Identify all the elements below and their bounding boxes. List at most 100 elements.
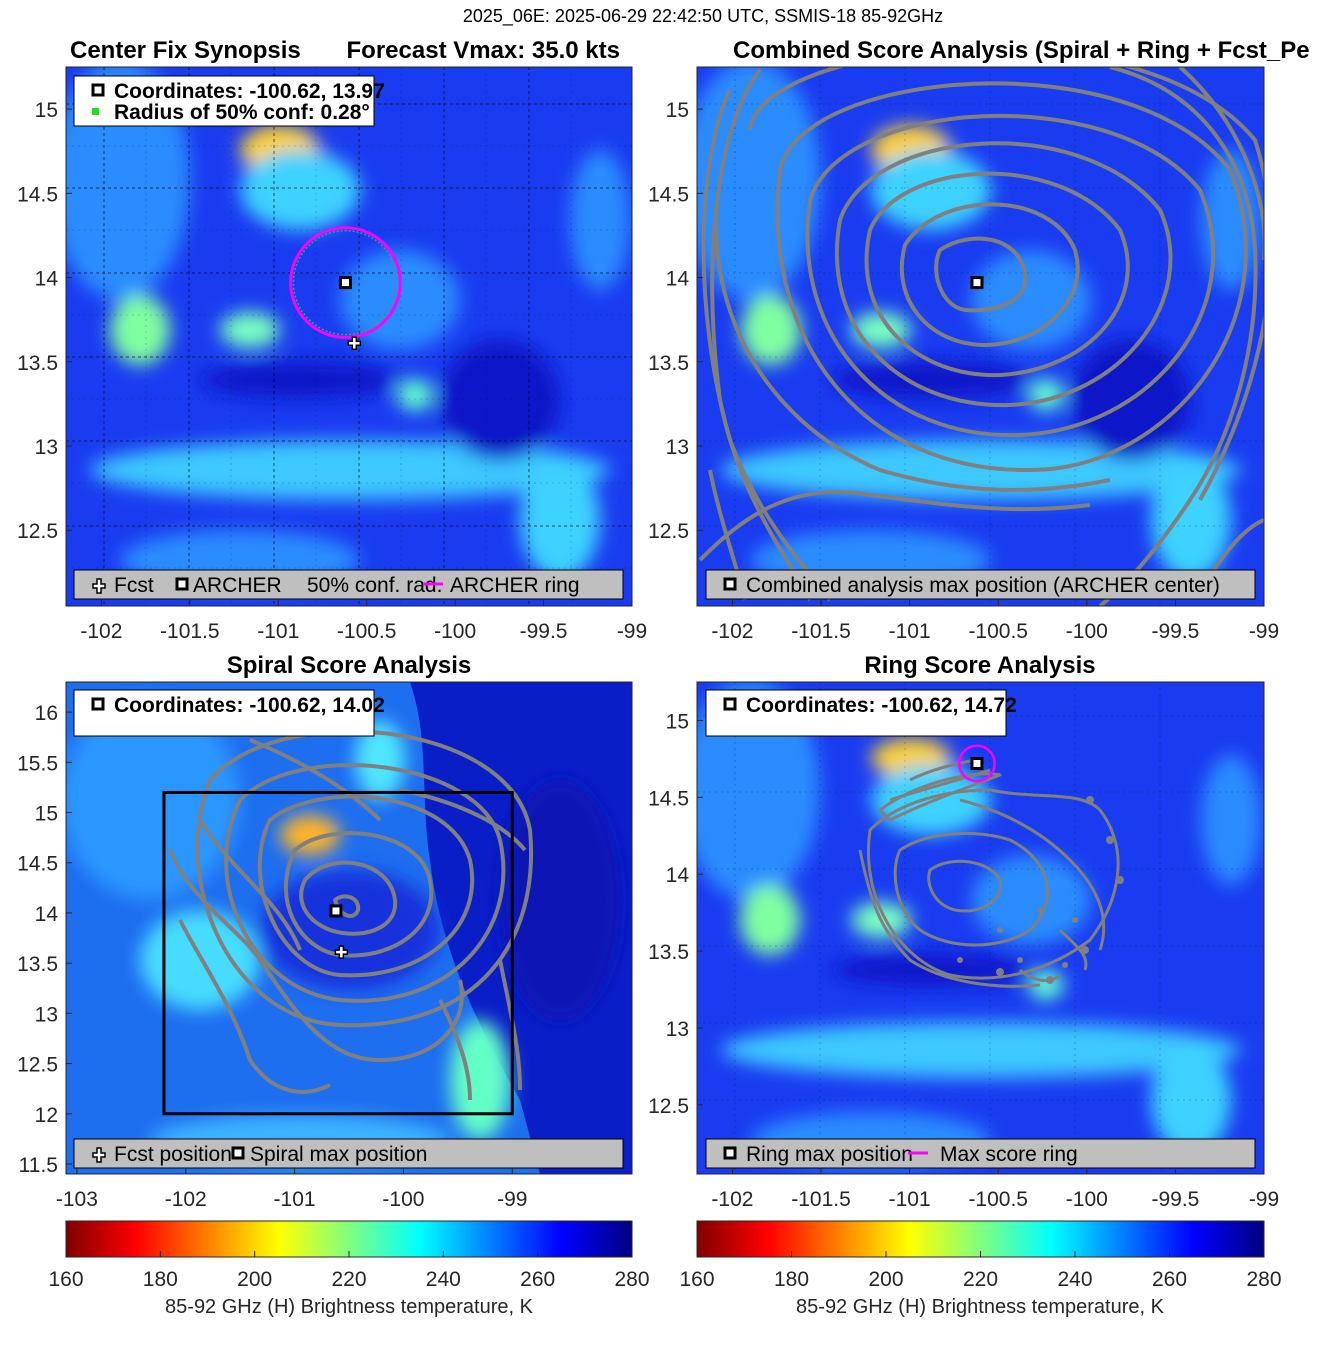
colorbar-tick-label: 240 [426,1268,461,1291]
x-tick-label: -99 [1249,1188,1279,1211]
x-tick-label: -102 [80,620,122,643]
panel-b-title: Combined Score Analysis (Spiral + Ring +… [733,37,1310,64]
x-tick-label: -100.5 [968,1188,1028,1211]
colorbar-tick-label: 280 [1246,1268,1281,1291]
panel-center-fix: Center Fix Synopsis Forecast Vmax: 35.0 … [17,37,647,643]
legend-spiral-max: Spiral max position [250,1143,427,1166]
legend-square-icon [723,577,737,591]
center-square-icon [970,276,984,290]
legend-max-score-ring: Max score ring [940,1143,1078,1166]
panel-b-heatmap [697,67,1264,606]
y-tick-label: 13 [666,436,689,459]
archer-ring [289,226,402,339]
x-tick-label: -103 [56,1188,98,1211]
x-tick-label: -101.5 [791,1188,851,1211]
panel-combined: Combined Score Analysis (Spiral + Ring +… [648,37,1310,643]
y-tick-label: 11.5 [19,1154,58,1177]
forecast-plus-icon [334,945,349,959]
legend-fcst: Fcst [114,574,154,597]
y-tick-label: 12.5 [17,1054,58,1077]
legend-square-icon [723,1146,737,1160]
x-tick-label: -100.5 [337,620,397,643]
colorbar-right-label: 85-92 GHz (H) Brightness temperature, K [796,1296,1165,1318]
x-tick-label: -102 [711,1188,753,1211]
x-tick-label: -100.5 [968,620,1028,643]
legend-ring-max: Ring max position [746,1143,913,1166]
max-score-ring [957,744,996,783]
panel-d-heatmap [697,682,1264,1174]
x-tick-label: -99.5 [520,620,568,643]
center-square-icon [970,756,984,770]
panel-a-x-axis: -102 -101.5 -101 -100.5 -100 -99.5 -99 [80,600,647,643]
panel-d-y-axis: 12.5 13 13.5 14 14.5 15 [648,710,703,1118]
colorbar-tick-label: 240 [1057,1268,1092,1291]
colorbar-tick-label: 200 [868,1268,903,1291]
x-tick-label: -102 [711,620,753,643]
confidence-radius-circle [292,229,399,336]
y-tick-label: 12.5 [17,520,58,543]
panel-d-info-box: Coordinates: -100.62, 14.72 [705,689,1017,737]
y-tick-label: 12 [35,1104,58,1127]
panel-c-coordinates: Coordinates: -100.62, 14.02 [114,694,385,717]
panel-c-legend: Fcst position Spiral max position [73,1138,624,1169]
y-tick-label: 13 [35,436,58,459]
y-tick-label: 14.5 [17,853,58,876]
panel-c-x-axis: -103 -102 -101 -100 -99 [56,1168,527,1211]
combined-max-marker [970,276,984,290]
panel-a-y-axis: 12.5 13 13.5 14 14.5 15 [17,99,72,543]
x-tick-label: -101.5 [791,620,851,643]
panel-a-info-box: Coordinates: -100.62, 13.97 Radius of 50… [73,75,385,127]
colorbar-tick-label: 220 [331,1268,366,1291]
y-tick-label: 14.5 [648,183,689,206]
colorbar-tick-label: 280 [614,1268,649,1291]
x-tick-label: -101 [274,1188,316,1211]
y-tick-label: 15 [666,710,689,733]
y-tick-label: 15.5 [17,752,58,775]
y-tick-label: 13.5 [17,953,58,976]
x-tick-label: -99.5 [1151,620,1199,643]
panel-ring: Ring Score Analysis [648,652,1279,1211]
colorbar-tick-label: 260 [520,1268,555,1291]
y-tick-label: 14 [35,268,59,291]
colorbar-tick-label: 160 [679,1268,714,1291]
legend-archer-ring: ARCHER ring [450,574,580,597]
combined-contours [698,67,1264,606]
colorbar-right-ticks: 160 180 200 220 240 260 280 [679,1251,1282,1291]
x-tick-label: -101.5 [160,620,220,643]
x-tick-label: -99 [1249,620,1279,643]
panel-d-title: Ring Score Analysis [864,652,1095,679]
x-tick-label: -100 [1066,1188,1108,1211]
colorbar-left-label: 85-92 GHz (H) Brightness temperature, K [165,1296,534,1318]
legend-plus-icon [92,1147,106,1163]
x-tick-label: -100 [1066,620,1108,643]
panel-a-vmax: Forecast Vmax: 35.0 kts [347,37,620,64]
legend-plus-icon [92,578,106,594]
colorbar-tick-label: 160 [48,1268,83,1291]
colorbar-tick-label: 180 [774,1268,809,1291]
spiral-max-marker [329,904,343,918]
panel-a-coordinates: Coordinates: -100.62, 13.97 [114,80,385,103]
colorbar-tick-label: 180 [143,1268,178,1291]
panel-d-legend: Ring max position Max score ring [705,1138,1256,1169]
panel-b-x-axis: -102 -101.5 -101 -100.5 -100 -99.5 -99 [711,600,1279,643]
y-tick-label: 13.5 [648,941,689,964]
x-tick-label: -101 [889,1188,931,1211]
colorbar-right: 160 180 200 220 240 260 280 85-92 GHz (H) Brig… [679,1220,1282,1318]
ring-max-marker [970,756,984,770]
forecast-position-marker [347,336,362,350]
panel-b-legend: Combined analysis max position (ARCHER c… [705,569,1256,600]
figure-title: 2025_06E: 2025-06-29 22:42:50 UTC, SSMIS… [463,6,943,27]
y-tick-label: 13 [35,1003,58,1026]
x-tick-label: -99 [497,1188,527,1211]
legend-archer: ARCHER [193,574,282,597]
panel-d-x-axis: -102 -101.5 -101 -100.5 -100 -99.5 -99 [711,1168,1279,1211]
x-tick-label: -102 [165,1188,207,1211]
panel-spiral: Spiral Score Analysis [17,652,633,1211]
colorbar-left-ticks: 160 180 200 220 240 260 280 [48,1251,650,1291]
legend-conf-rad: 50% conf. rad. [307,574,442,597]
x-tick-label: -100 [434,620,476,643]
y-tick-label: 14 [666,268,690,291]
panel-c-y-axis: 11.5 12 12.5 13 13.5 14 14.5 15 15.5 16 [17,702,72,1177]
search-box [162,790,514,1116]
